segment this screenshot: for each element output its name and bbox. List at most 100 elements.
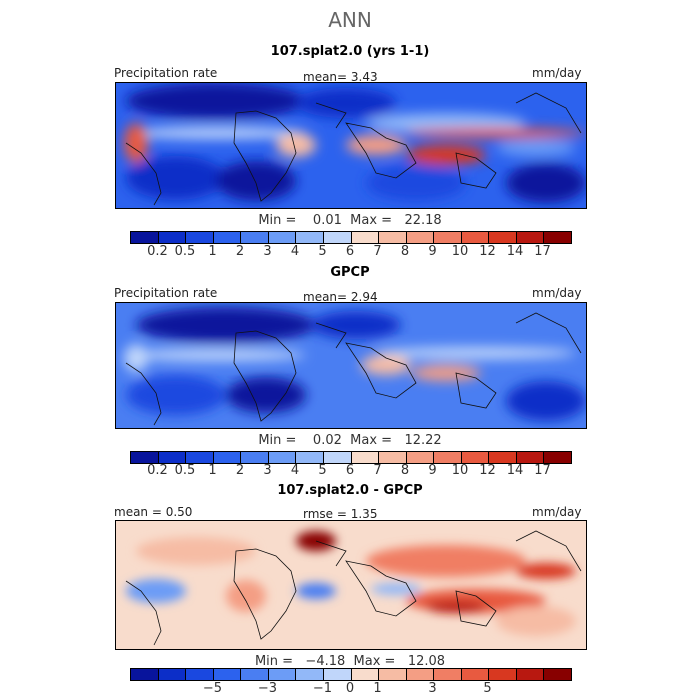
panel2-title: GPCP bbox=[330, 265, 370, 280]
colorbar-swatch bbox=[516, 232, 545, 243]
panel2-minmax: Min = 0.02 Max = 12.22 bbox=[258, 433, 442, 448]
colorbar-swatch bbox=[489, 669, 517, 680]
colorbar-tick-label: 5 bbox=[483, 681, 492, 696]
colorbar-tick-label: 7 bbox=[373, 244, 382, 259]
panel1-map bbox=[115, 82, 587, 209]
colorbar-tick-label: 3 bbox=[263, 244, 272, 259]
colorbar-tick-label: 0.2 bbox=[147, 244, 168, 259]
colorbar-swatch bbox=[158, 232, 187, 243]
colorbar-swatch bbox=[434, 232, 462, 243]
colorbar-tick-label: 8 bbox=[400, 463, 410, 478]
colorbar-swatch bbox=[158, 669, 187, 680]
panel3-minmax: Min = −4.18 Max = 12.08 bbox=[254, 654, 446, 669]
panel1-colorbar-ticks: 0.2 0.5 1 2 3 4 5 6 7 8 9 10 12 14 17 bbox=[130, 244, 570, 259]
colorbar-swatch bbox=[434, 669, 462, 680]
colorbar-tick-label: 9 bbox=[428, 244, 437, 259]
panel3-units-label: mm/day bbox=[532, 505, 582, 519]
colorbar-swatch bbox=[131, 669, 159, 680]
panel3-mean-label: mean = 0.50 bbox=[114, 505, 193, 519]
colorbar-tick-label: 2 bbox=[235, 463, 245, 478]
colorbar-swatch bbox=[186, 669, 214, 680]
colorbar-swatch bbox=[241, 232, 269, 243]
colorbar-tick-label: 14 bbox=[506, 244, 524, 259]
panel1-units-label: mm/day bbox=[532, 66, 582, 80]
colorbar-tick-label: 0 bbox=[345, 681, 355, 696]
colorbar-swatch bbox=[379, 669, 407, 680]
colorbar-tick-label: 9 bbox=[428, 463, 437, 478]
panel1-variable-label: Precipitation rate bbox=[114, 66, 218, 80]
colorbar-swatch bbox=[323, 669, 352, 680]
colorbar-swatch bbox=[351, 232, 380, 243]
panel3-title: 107.splat2.0 - GPCP bbox=[277, 483, 423, 498]
colorbar-tick-label: 5 bbox=[318, 244, 327, 259]
colorbar-swatch bbox=[544, 452, 571, 463]
colorbar-swatch bbox=[296, 669, 324, 680]
colorbar-swatch bbox=[351, 669, 380, 680]
colorbar-tick-label: 6 bbox=[345, 463, 355, 478]
colorbar-tick-label: −1 bbox=[312, 681, 333, 696]
colorbar-swatch bbox=[489, 452, 517, 463]
colorbar-tick-label: 6 bbox=[345, 244, 355, 259]
colorbar-swatch bbox=[489, 232, 517, 243]
colorbar-tick-label: 4 bbox=[290, 244, 300, 259]
colorbar-swatch bbox=[516, 452, 545, 463]
colorbar-swatch bbox=[379, 232, 407, 243]
colorbar-tick-label: 2 bbox=[235, 244, 245, 259]
panel2-variable-label: Precipitation rate bbox=[114, 286, 218, 300]
panel2-units-label: mm/day bbox=[532, 286, 582, 300]
colorbar-swatch bbox=[268, 452, 297, 463]
colorbar-swatch bbox=[296, 452, 324, 463]
colorbar-tick-label: 17 bbox=[534, 463, 551, 478]
colorbar-tick-label: 12 bbox=[479, 244, 496, 259]
colorbar-tick-label: 0.5 bbox=[174, 244, 196, 259]
colorbar-swatch bbox=[241, 452, 269, 463]
colorbar-tick-label: 1 bbox=[208, 244, 217, 259]
colorbar-swatch bbox=[158, 452, 187, 463]
panel1-minmax: Min = 0.01 Max = 22.18 bbox=[258, 213, 442, 228]
colorbar-tick-label: 0.2 bbox=[147, 463, 168, 478]
colorbar-swatch bbox=[323, 232, 352, 243]
colorbar-tick-label: 1 bbox=[208, 463, 217, 478]
panel2-map bbox=[115, 302, 587, 429]
colorbar-swatch bbox=[461, 232, 490, 243]
colorbar-tick-label: 1 bbox=[373, 681, 382, 696]
colorbar-swatch bbox=[461, 669, 490, 680]
colorbar-swatch bbox=[544, 669, 571, 680]
colorbar-tick-label: 17 bbox=[534, 244, 551, 259]
colorbar-swatch bbox=[186, 232, 214, 243]
colorbar-tick-label: 3 bbox=[263, 463, 272, 478]
panel1-mean-label: mean= 3.43 bbox=[303, 70, 378, 84]
panel2-colorbar bbox=[130, 451, 572, 464]
colorbar-swatch bbox=[186, 452, 214, 463]
colorbar-tick-label: −5 bbox=[202, 681, 223, 696]
colorbar-tick-label: 12 bbox=[479, 463, 496, 478]
colorbar-swatch bbox=[268, 232, 297, 243]
colorbar-swatch bbox=[379, 452, 407, 463]
panel1-title: 107.splat2.0 (yrs 1-1) bbox=[270, 44, 430, 59]
colorbar-tick-label: 7 bbox=[373, 463, 382, 478]
colorbar-tick-label: 4 bbox=[290, 463, 300, 478]
panel3-colorbar-ticks: −5 −3 −1 0 1 3 5 bbox=[130, 681, 570, 696]
colorbar-swatch bbox=[351, 452, 380, 463]
colorbar-swatch bbox=[461, 452, 490, 463]
colorbar-swatch bbox=[516, 669, 545, 680]
colorbar-swatch bbox=[296, 232, 324, 243]
colorbar-swatch bbox=[241, 669, 269, 680]
colorbar-swatch bbox=[406, 232, 435, 243]
colorbar-tick-label: 3 bbox=[428, 681, 437, 696]
colorbar-tick-label: 10 bbox=[451, 463, 469, 478]
colorbar-swatch bbox=[544, 232, 571, 243]
colorbar-swatch bbox=[406, 669, 435, 680]
colorbar-swatch bbox=[213, 452, 242, 463]
colorbar-swatch bbox=[131, 452, 159, 463]
colorbar-swatch bbox=[268, 669, 297, 680]
panel3-rmse-label: rmse = 1.35 bbox=[303, 507, 378, 521]
colorbar-swatch bbox=[406, 452, 435, 463]
colorbar-tick-label: 14 bbox=[506, 463, 524, 478]
panel3-map bbox=[115, 520, 587, 650]
colorbar-swatch bbox=[434, 452, 462, 463]
panel2-colorbar-ticks: 0.2 0.5 1 2 3 4 5 6 7 8 9 10 12 14 17 bbox=[130, 463, 570, 478]
panel3-colorbar bbox=[130, 668, 572, 681]
colorbar-swatch bbox=[131, 232, 159, 243]
panel1-colorbar bbox=[130, 231, 572, 244]
